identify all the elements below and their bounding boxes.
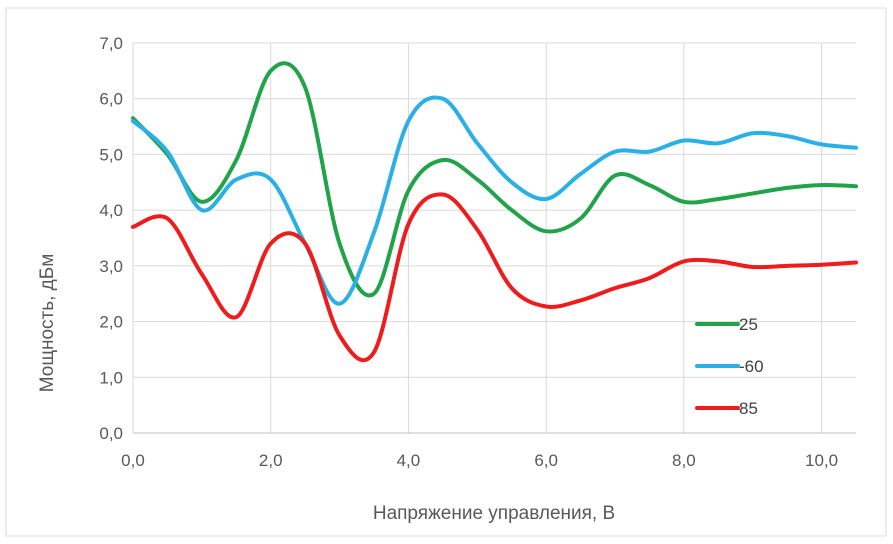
y-tick-label: 5,0 <box>99 145 123 164</box>
y-tick-label: 0,0 <box>99 424 123 443</box>
y-tick-label: 1,0 <box>99 368 123 387</box>
series-lines <box>131 61 858 362</box>
legend-label: -60 <box>739 357 764 376</box>
x-tick-label: 2,0 <box>259 451 283 470</box>
x-axis-title: Напряжение управления, В <box>373 503 615 524</box>
y-tick-label: 6,0 <box>99 90 123 109</box>
y-axis-title: Мощность, дБм <box>37 254 58 393</box>
series-line-25 <box>131 61 858 298</box>
axes: 0,0 1,0 2,0 3,0 4,0 5,0 6,0 7,0 0,0 2,0 4,0 6,0 8,0 1… <box>99 34 856 470</box>
y-tick-label: 2,0 <box>99 313 123 332</box>
legend: 25 -60 85 <box>695 315 764 418</box>
y-tick-label: 4,0 <box>99 201 123 220</box>
x-tick-label: 8,0 <box>672 451 696 470</box>
series-line--60 <box>131 95 858 306</box>
x-tick-label: 6,0 <box>534 451 558 470</box>
series-line-85 <box>131 192 858 362</box>
y-tick-label: 3,0 <box>99 257 123 276</box>
legend-label: 85 <box>739 399 758 418</box>
chart-frame <box>5 7 887 537</box>
x-tick-label: 4,0 <box>397 451 421 470</box>
x-tick-label: 0,0 <box>121 451 145 470</box>
legend-label: 25 <box>739 315 758 334</box>
x-tick-label: 10,0 <box>805 451 838 470</box>
y-tick-label: 7,0 <box>99 34 123 53</box>
